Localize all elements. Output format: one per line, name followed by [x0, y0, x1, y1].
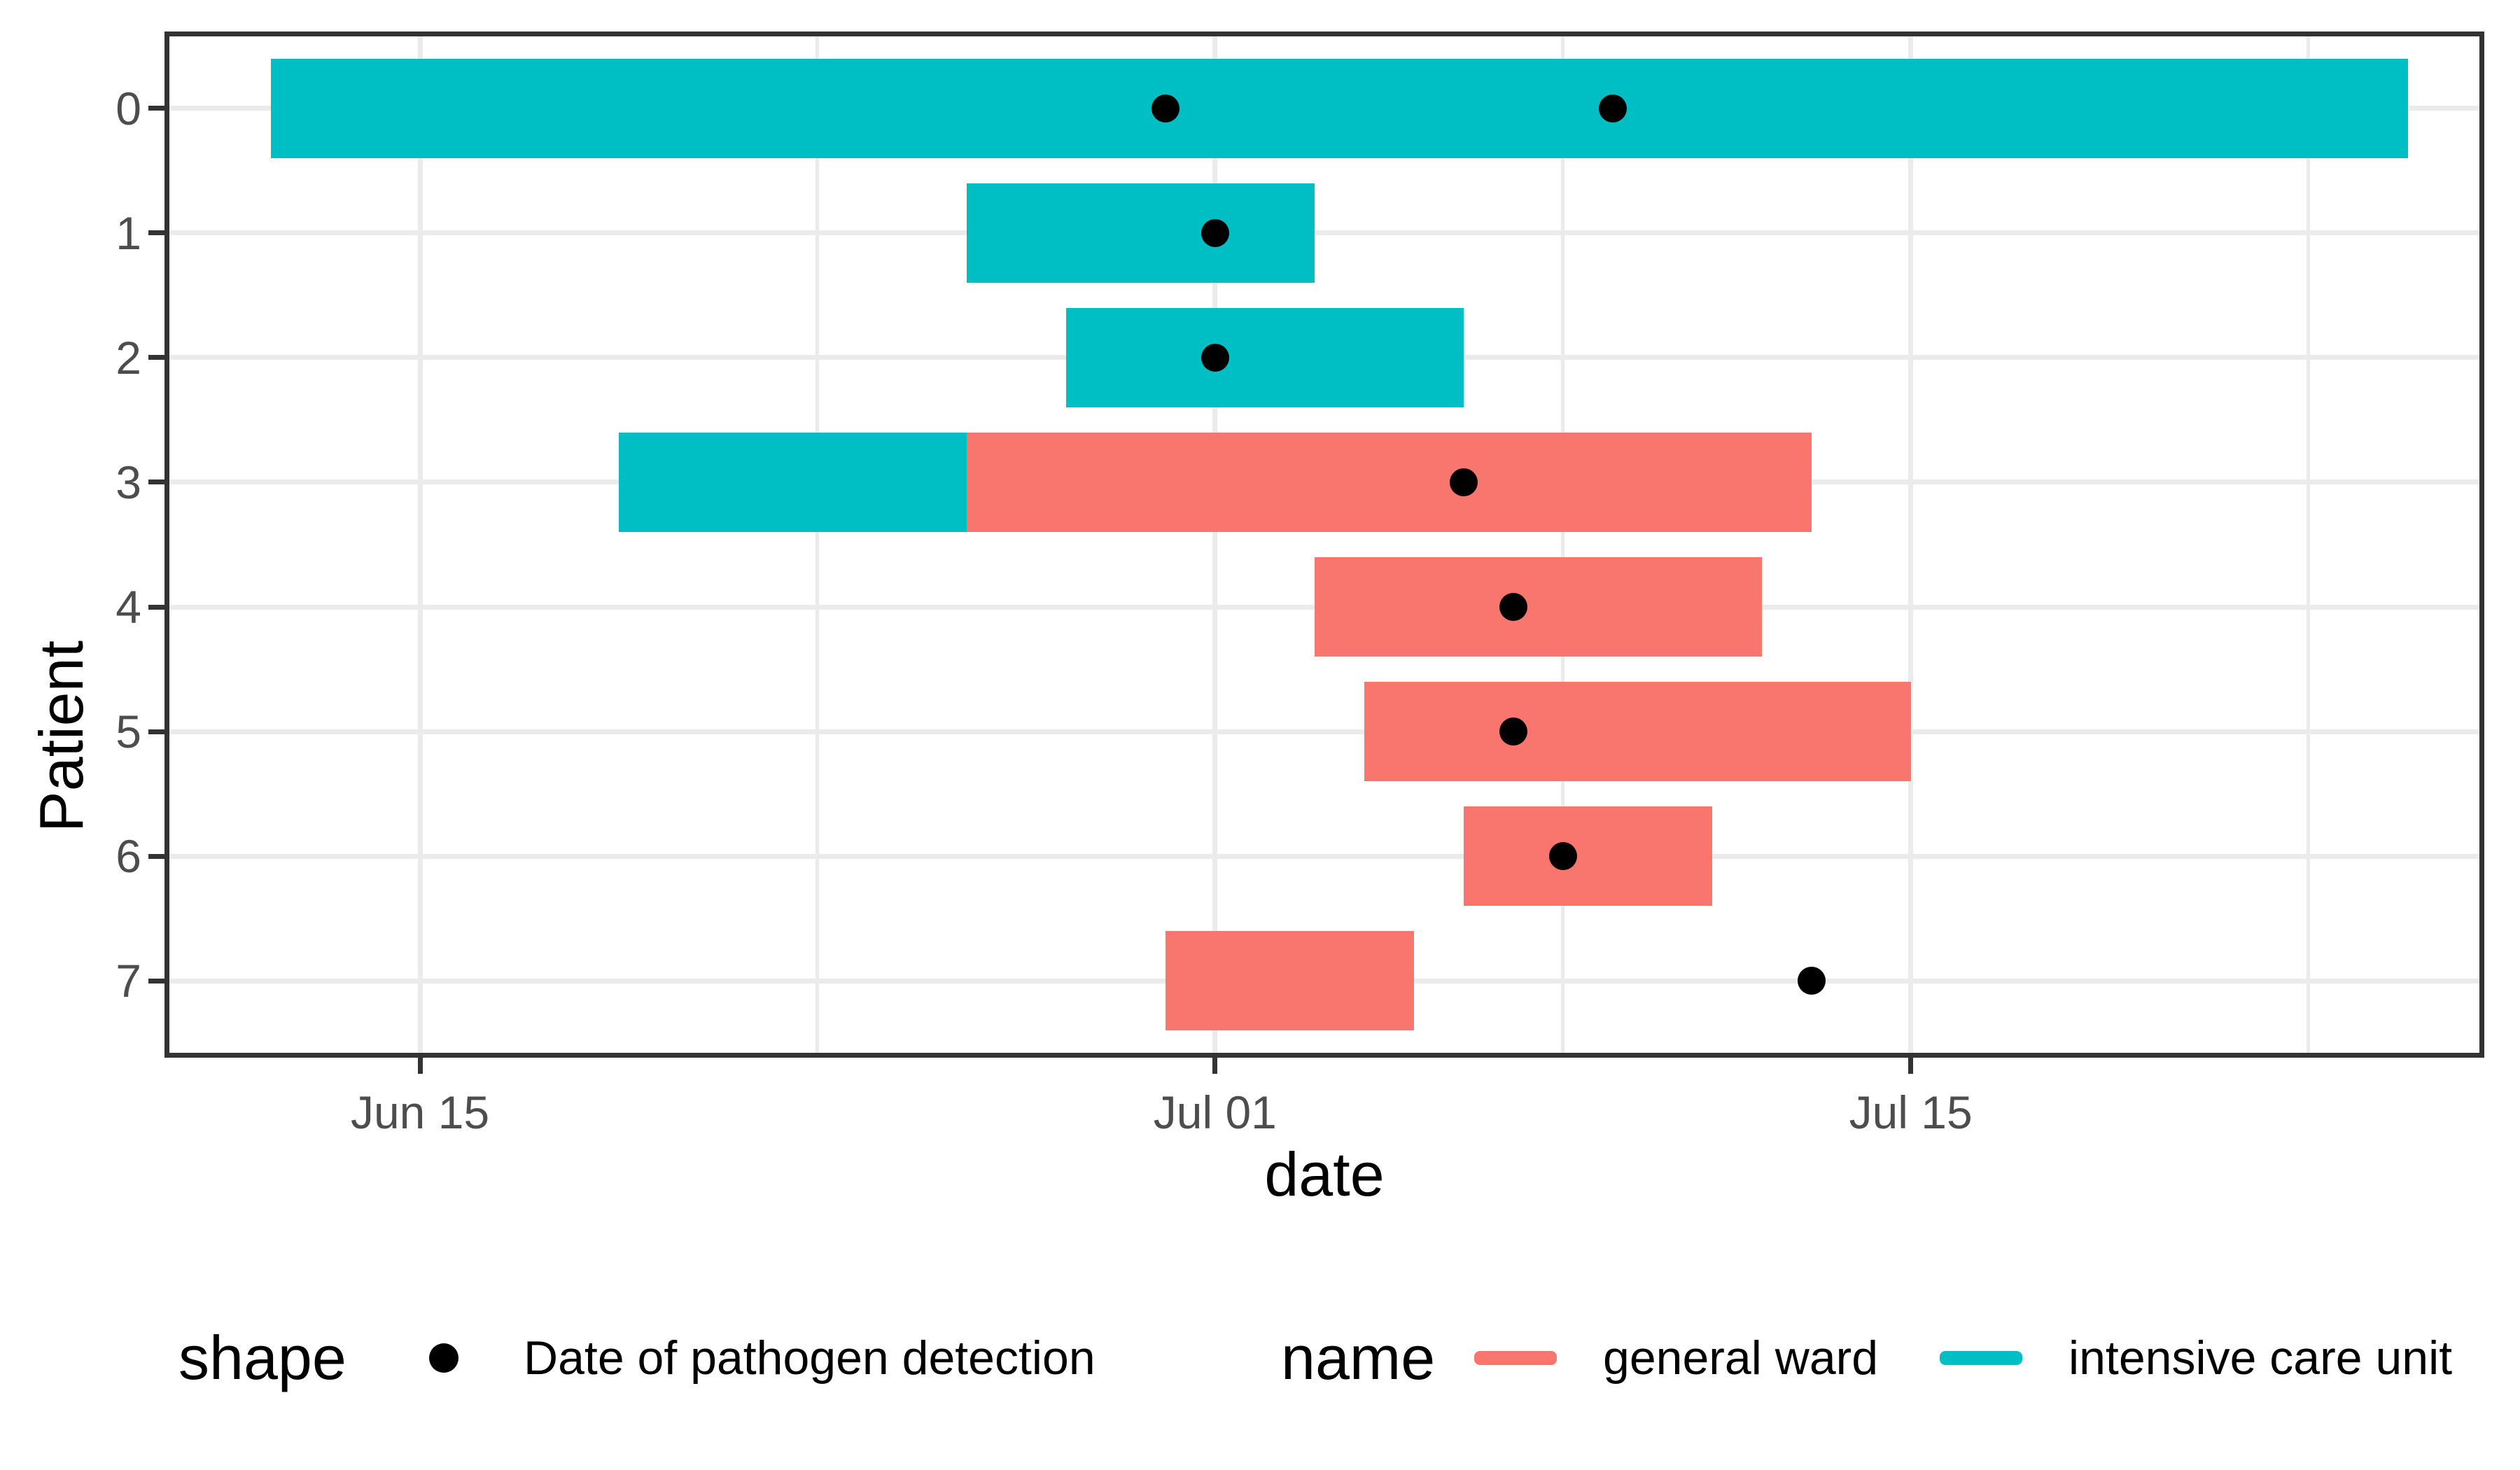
- detection-point-patient-6: [1548, 842, 1577, 871]
- stay-bar-patient-7: [1165, 931, 1414, 1031]
- stay-bar-patient-4: [1314, 557, 1762, 657]
- stay-bar-patient-1: [966, 183, 1315, 283]
- y-tick-mark: [148, 106, 167, 111]
- gridline-x-minor: [2306, 34, 2311, 1056]
- stay-bar-patient-6: [1463, 806, 1712, 906]
- x-tick-label: Jul 15: [1849, 1086, 1973, 1138]
- y-tick-label: 4: [115, 581, 141, 634]
- y-tick-mark: [148, 355, 167, 360]
- gridline-x-major: [1212, 34, 1218, 1056]
- detection-point-patient-4: [1499, 593, 1527, 622]
- detection-point-patient-5: [1499, 718, 1527, 746]
- gridline-x-minor: [1561, 34, 1565, 1056]
- stay-bar-patient-5: [1364, 682, 1911, 782]
- detection-point-patient-0: [1151, 94, 1180, 122]
- legend-label-general-ward: general ward: [1603, 1331, 1879, 1385]
- gridline-x-major: [1908, 34, 1914, 1056]
- legend-key-general-ward-icon: [1474, 1351, 1557, 1365]
- y-tick-mark: [148, 978, 167, 983]
- stay-bar-patient-2: [1065, 307, 1464, 407]
- legend-label-intensive-care-unit: intensive care unit: [2068, 1331, 2453, 1385]
- y-tick-mark: [148, 230, 167, 236]
- y-tick-label: 0: [115, 82, 141, 134]
- detection-point-patient-3: [1449, 468, 1478, 496]
- x-tick-mark: [1908, 1056, 1914, 1074]
- y-tick-mark: [148, 729, 167, 734]
- legend-name-title: name: [1281, 1323, 1436, 1392]
- panel-border: [164, 31, 2484, 1058]
- x-tick-label: Jul 01: [1153, 1086, 1277, 1138]
- x-tick-mark: [417, 1056, 423, 1074]
- gridline-y-major: [167, 729, 2482, 734]
- detection-point-patient-0: [1598, 94, 1627, 122]
- stay-bar-patient-3: [966, 432, 1812, 532]
- stay-bar-patient-3: [618, 432, 967, 532]
- x-tick-mark: [1212, 1056, 1218, 1074]
- gridline-x-major: [417, 34, 423, 1056]
- x-tick-label: Jun 15: [350, 1086, 490, 1138]
- x-axis-title: date: [1264, 1140, 1385, 1209]
- detection-point-patient-1: [1200, 218, 1229, 247]
- gridline-y-major: [167, 853, 2482, 859]
- y-tick-label: 6: [115, 830, 141, 883]
- y-tick-mark: [148, 604, 167, 610]
- detection-point-patient-2: [1200, 343, 1229, 372]
- y-axis-title: Patient: [27, 640, 96, 832]
- legend-shape-label: Date of pathogen detection: [524, 1331, 1096, 1385]
- y-tick-mark: [148, 853, 167, 859]
- stay-bar-patient-0: [271, 58, 2408, 158]
- y-tick-label: 3: [115, 456, 141, 508]
- legend-key-intensive-care-unit-icon: [1940, 1351, 2022, 1365]
- gridline-y-major: [167, 230, 2482, 236]
- y-tick-label: 2: [115, 331, 141, 384]
- legend-shape-title: shape: [178, 1323, 346, 1392]
- y-tick-label: 5: [115, 706, 141, 758]
- legend-detection-point-icon: [429, 1343, 458, 1373]
- detection-point-patient-7: [1797, 967, 1826, 995]
- y-tick-mark: [148, 479, 167, 485]
- y-tick-label: 7: [115, 955, 141, 1007]
- gridline-x-minor: [816, 34, 820, 1056]
- y-tick-label: 1: [115, 206, 141, 259]
